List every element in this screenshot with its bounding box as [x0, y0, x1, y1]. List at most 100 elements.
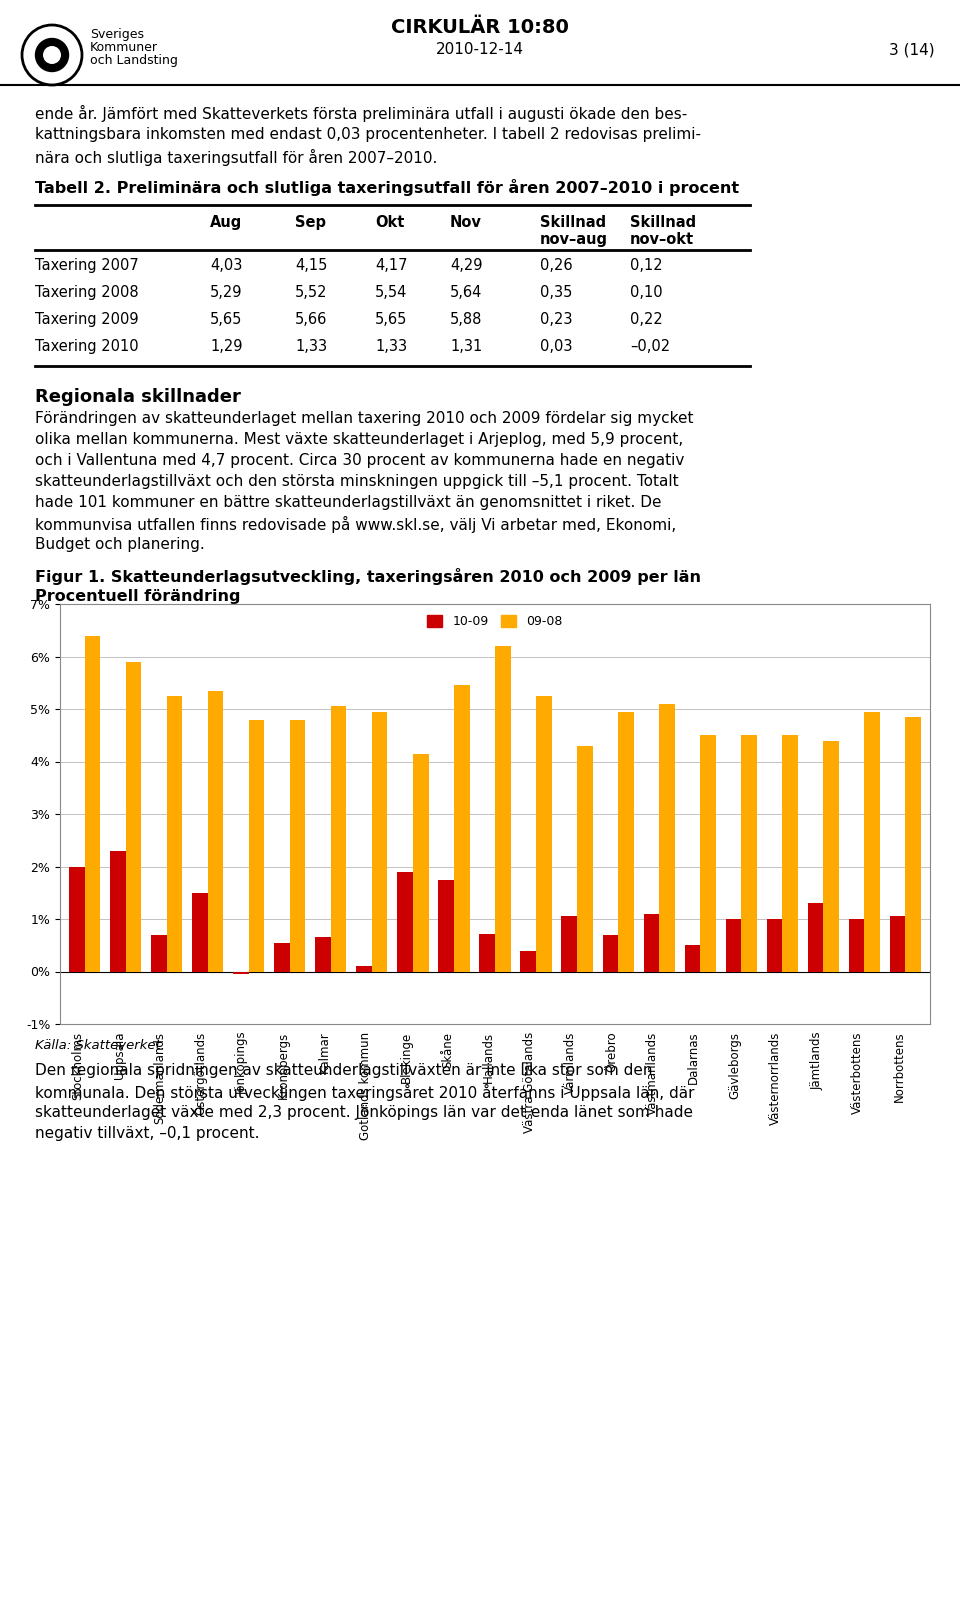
Bar — [890, 916, 905, 971]
Text: 5,88: 5,88 — [450, 312, 482, 327]
Text: Nov: Nov — [450, 215, 482, 230]
Text: nov–aug: nov–aug — [540, 231, 608, 248]
Bar — [767, 919, 782, 971]
Legend: 10-09, 09-08: 10-09, 09-08 — [422, 610, 567, 633]
Circle shape — [36, 39, 68, 71]
Text: Förändringen av skatteunderlaget mellan taxering 2010 och 2009 fördelar sig myck: Förändringen av skatteunderlaget mellan … — [35, 411, 693, 426]
Text: kommunala. Den största utvecklingen taxeringsåret 2010 återfanns i Uppsala län, : kommunala. Den största utvecklingen taxe… — [35, 1084, 694, 1100]
Text: Sep: Sep — [295, 215, 326, 230]
Bar — [126, 662, 141, 971]
Bar — [684, 945, 700, 971]
Text: hade 101 kommuner en bättre skatteunderlagstillväxt än genomsnittet i riket. De: hade 101 kommuner en bättre skatteunderl… — [35, 495, 661, 510]
Text: Tabell 2. Preliminära och slutliga taxeringsutfall för åren 2007–2010 i procent: Tabell 2. Preliminära och slutliga taxer… — [35, 180, 739, 196]
Bar — [192, 893, 207, 971]
Bar — [824, 741, 839, 971]
Bar — [700, 735, 716, 971]
Bar — [849, 919, 864, 971]
Text: negativ tillväxt, –0,1 procent.: negativ tillväxt, –0,1 procent. — [35, 1126, 259, 1141]
Bar — [275, 943, 290, 971]
Text: Procentuell förändring: Procentuell förändring — [35, 589, 241, 604]
Text: 4,17: 4,17 — [375, 257, 407, 273]
Bar — [315, 937, 331, 971]
Text: Taxering 2009: Taxering 2009 — [35, 312, 138, 327]
Text: 5,64: 5,64 — [450, 285, 482, 299]
Bar — [520, 950, 536, 971]
Text: olika mellan kommunerna. Mest växte skatteunderlaget i Arjeplog, med 5,9 procent: olika mellan kommunerna. Mest växte skat… — [35, 432, 684, 447]
Bar — [454, 686, 469, 971]
Bar — [603, 935, 618, 971]
Bar — [905, 717, 921, 971]
Text: 0,23: 0,23 — [540, 312, 572, 327]
Text: 4,15: 4,15 — [295, 257, 327, 273]
Bar — [726, 919, 741, 971]
Text: 0,26: 0,26 — [540, 257, 572, 273]
Text: 5,66: 5,66 — [295, 312, 327, 327]
Bar — [331, 707, 347, 971]
Text: 5,65: 5,65 — [210, 312, 242, 327]
Bar — [290, 720, 305, 971]
Text: kattningsbara inkomsten med endast 0,03 procentenheter. I tabell 2 redovisas pre: kattningsbara inkomsten med endast 0,03 … — [35, 126, 701, 142]
Text: Skillnad: Skillnad — [540, 215, 606, 230]
Text: 1,33: 1,33 — [295, 340, 327, 354]
Bar — [356, 966, 372, 971]
Text: 5,29: 5,29 — [210, 285, 243, 299]
Text: Budget och planering.: Budget och planering. — [35, 537, 204, 552]
Text: 1,29: 1,29 — [210, 340, 243, 354]
Text: och i Vallentuna med 4,7 procent. Circa 30 procent av kommunerna hade en negativ: och i Vallentuna med 4,7 procent. Circa … — [35, 453, 684, 468]
Bar — [660, 704, 675, 971]
Text: Taxering 2008: Taxering 2008 — [35, 285, 138, 299]
Text: nov–okt: nov–okt — [630, 231, 694, 248]
Text: skatteunderlagstillväxt och den största minskningen uppgick till –5,1 procent. T: skatteunderlagstillväxt och den största … — [35, 474, 679, 489]
Circle shape — [43, 45, 61, 65]
Bar — [562, 916, 577, 971]
Bar — [249, 720, 264, 971]
Text: 0,35: 0,35 — [540, 285, 572, 299]
Text: –0,02: –0,02 — [630, 340, 670, 354]
Text: CIRKULÄR 10:80: CIRKULÄR 10:80 — [391, 18, 569, 37]
Text: 3 (14): 3 (14) — [889, 42, 935, 57]
Bar — [69, 867, 84, 971]
Text: Skillnad: Skillnad — [630, 215, 696, 230]
Text: 1,33: 1,33 — [375, 340, 407, 354]
Text: Taxering 2010: Taxering 2010 — [35, 340, 138, 354]
Text: Figur 1. Skatteunderlagsutveckling, taxeringsåren 2010 och 2009 per län: Figur 1. Skatteunderlagsutveckling, taxe… — [35, 568, 701, 586]
Bar — [479, 934, 495, 971]
Text: 4,29: 4,29 — [450, 257, 483, 273]
Bar — [397, 872, 413, 971]
Text: kommunvisa utfallen finns redovisade på www.skl.se, välj Vi arbetar med, Ekonomi: kommunvisa utfallen finns redovisade på … — [35, 516, 676, 532]
Text: 4,03: 4,03 — [210, 257, 242, 273]
Text: Sveriges: Sveriges — [90, 28, 144, 40]
Bar — [618, 712, 634, 971]
Text: 0,10: 0,10 — [630, 285, 662, 299]
Bar — [536, 696, 552, 971]
Text: 1,31: 1,31 — [450, 340, 482, 354]
Bar — [643, 914, 660, 971]
Text: 0,22: 0,22 — [630, 312, 662, 327]
Text: 0,12: 0,12 — [630, 257, 662, 273]
Bar — [151, 935, 167, 971]
Text: Regionala skillnader: Regionala skillnader — [35, 388, 241, 406]
Text: 2010-12-14: 2010-12-14 — [436, 42, 524, 57]
Bar — [167, 696, 182, 971]
Bar — [807, 903, 824, 971]
Text: Aug: Aug — [210, 215, 242, 230]
Text: skatteunderlaget växte med 2,3 procent. Jönköpings län var det enda länet som ha: skatteunderlaget växte med 2,3 procent. … — [35, 1105, 693, 1120]
Text: ende år. Jämfört med Skatteverkets första preliminära utfall i augusti ökade den: ende år. Jämfört med Skatteverkets först… — [35, 105, 687, 121]
Bar — [110, 851, 126, 971]
Bar — [372, 712, 388, 971]
Bar — [864, 712, 880, 971]
Bar — [577, 746, 592, 971]
Text: Källa: Skatteverket.: Källa: Skatteverket. — [35, 1039, 165, 1052]
Text: Okt: Okt — [375, 215, 404, 230]
Text: och Landsting: och Landsting — [90, 53, 178, 66]
Text: Den regionala spridningen av skatteunderlagstillväxten är inte lika stor som den: Den regionala spridningen av skatteunder… — [35, 1063, 653, 1078]
Text: Taxering 2007: Taxering 2007 — [35, 257, 139, 273]
Bar — [439, 880, 454, 971]
Bar — [233, 971, 249, 974]
Text: 5,52: 5,52 — [295, 285, 327, 299]
Text: 5,54: 5,54 — [375, 285, 407, 299]
Text: 0,03: 0,03 — [540, 340, 572, 354]
Bar — [207, 691, 224, 971]
Text: 5,65: 5,65 — [375, 312, 407, 327]
Bar — [741, 735, 756, 971]
